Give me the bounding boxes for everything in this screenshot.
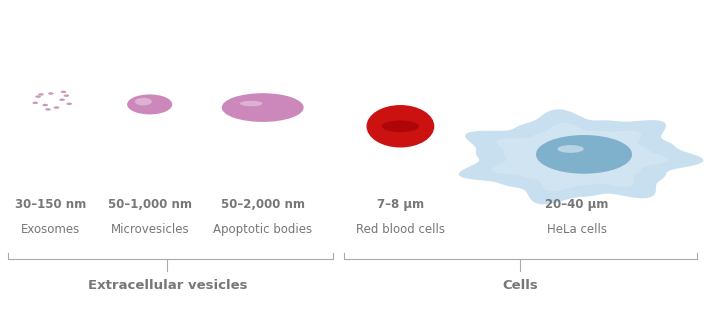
Text: 50–1,000 nm: 50–1,000 nm: [108, 198, 191, 211]
Circle shape: [38, 93, 44, 96]
Ellipse shape: [381, 120, 419, 132]
Circle shape: [67, 103, 72, 105]
Circle shape: [54, 106, 60, 109]
Circle shape: [60, 99, 65, 101]
Ellipse shape: [367, 105, 435, 147]
Ellipse shape: [240, 101, 262, 106]
Circle shape: [35, 95, 41, 98]
Text: Cells: Cells: [503, 279, 538, 292]
Text: 30–150 nm: 30–150 nm: [15, 198, 86, 211]
Circle shape: [61, 91, 67, 93]
Text: 20–40 μm: 20–40 μm: [545, 198, 608, 211]
Polygon shape: [459, 109, 703, 204]
Circle shape: [33, 102, 38, 104]
Ellipse shape: [536, 135, 632, 174]
Circle shape: [64, 94, 69, 97]
Text: 50–2,000 nm: 50–2,000 nm: [220, 198, 305, 211]
Ellipse shape: [557, 145, 584, 153]
Text: HeLa cells: HeLa cells: [547, 223, 607, 236]
Text: 7–8 μm: 7–8 μm: [377, 198, 424, 211]
Text: Exosomes: Exosomes: [21, 223, 80, 236]
Text: Red blood cells: Red blood cells: [356, 223, 445, 236]
Circle shape: [45, 108, 51, 111]
Text: Apoptotic bodies: Apoptotic bodies: [213, 223, 312, 236]
Circle shape: [135, 98, 152, 106]
Text: Microvesicles: Microvesicles: [111, 223, 189, 236]
Ellipse shape: [222, 93, 303, 122]
Circle shape: [127, 94, 172, 114]
Circle shape: [43, 104, 48, 106]
Text: Extracellular vesicles: Extracellular vesicles: [88, 279, 247, 292]
Polygon shape: [492, 123, 668, 191]
Circle shape: [48, 92, 54, 95]
